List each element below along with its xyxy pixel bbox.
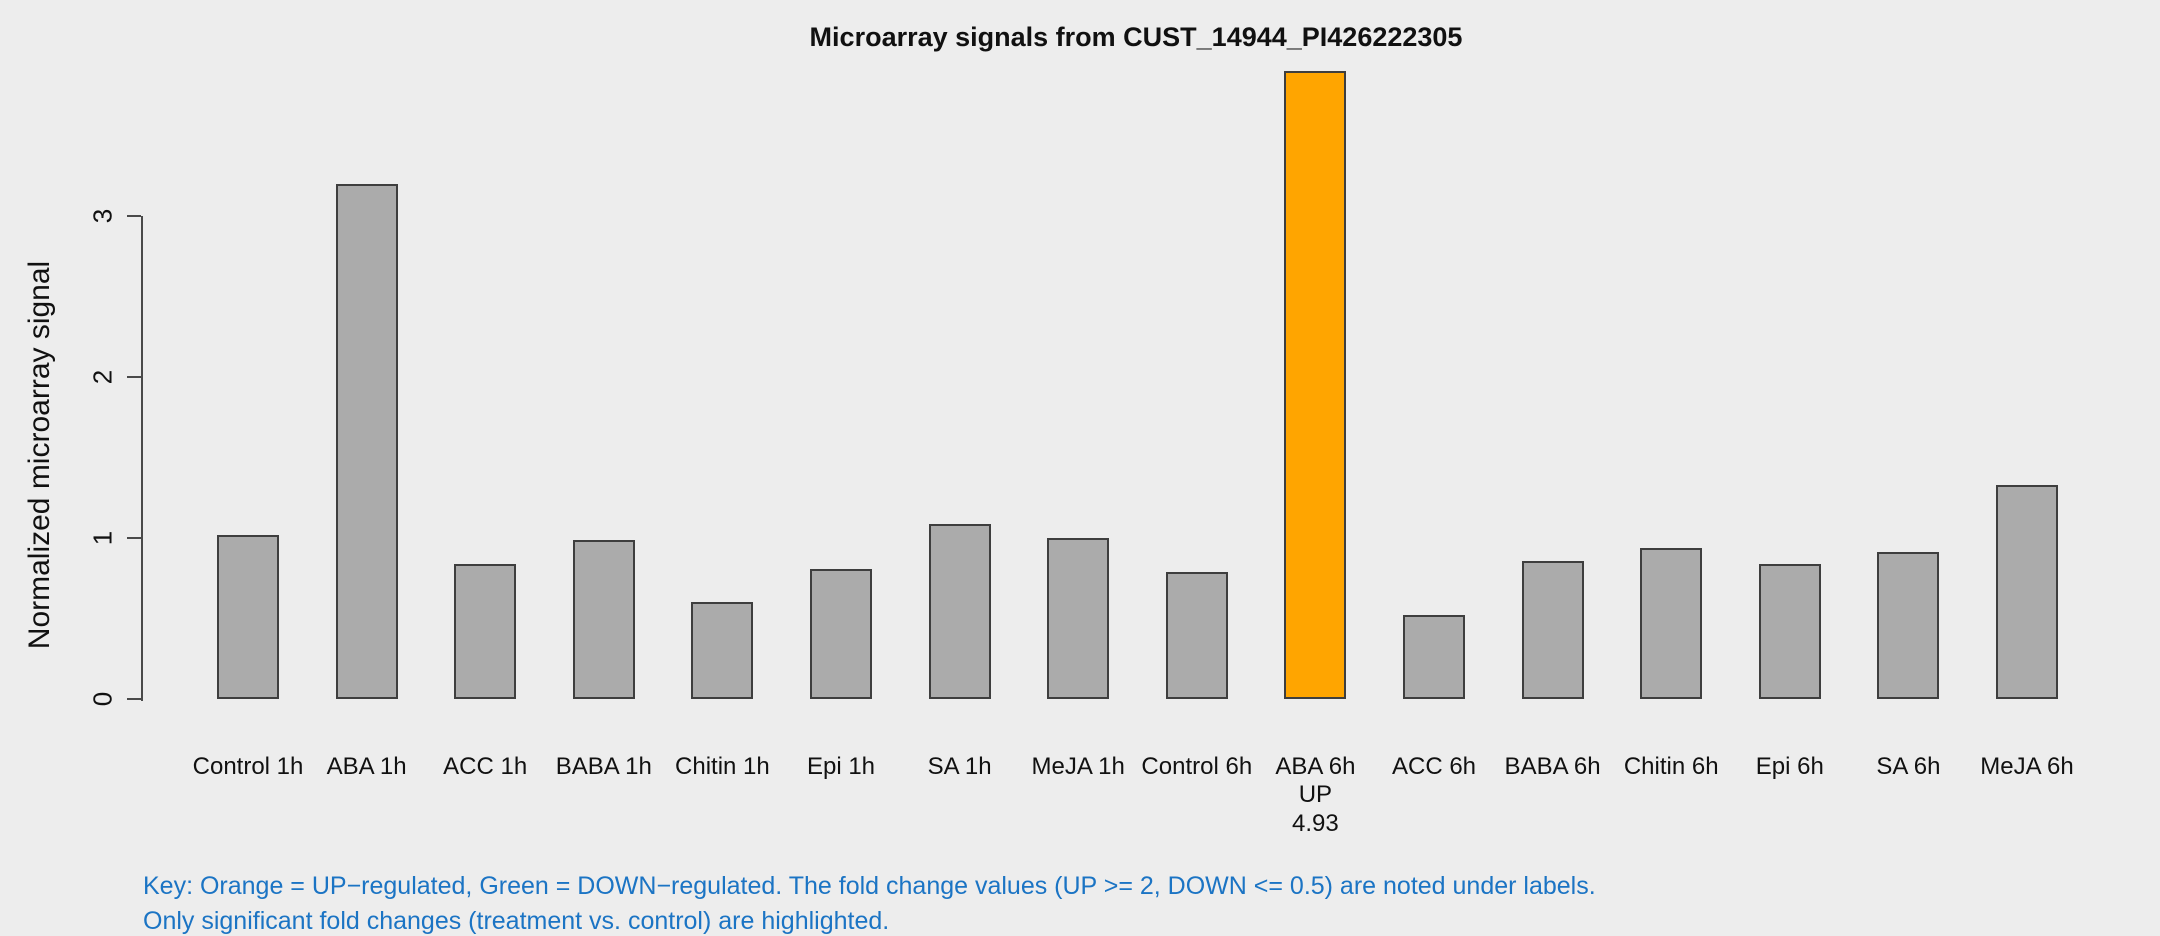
- y-axis-title: Normalized microarray signal: [23, 260, 56, 650]
- y-tick-label: 3: [87, 208, 118, 224]
- bar-acc-1h: [454, 563, 517, 699]
- y-tick: [127, 215, 141, 217]
- y-tick-label: 1: [87, 530, 118, 546]
- x-axis-label: Epi 1h: [806, 753, 876, 780]
- bar-epi-1h: [810, 568, 872, 699]
- x-axis-label: Chitin 1h: [675, 753, 770, 780]
- bar-control-1h: [217, 534, 279, 699]
- bar-baba-1h: [572, 539, 635, 699]
- fold-change-annotation: UP: [1298, 781, 1333, 808]
- bar-chitin-6h: [1640, 547, 1703, 699]
- bar-sa-6h: [1877, 552, 1940, 699]
- x-axis-label: SA 1h: [927, 753, 992, 780]
- bar-acc-6h: [1403, 615, 1465, 699]
- y-tick: [127, 537, 141, 539]
- y-tick-label: 2: [87, 369, 118, 385]
- fold-change-annotation: 4.93: [1292, 810, 1339, 837]
- key-text-line-2: Only significant fold changes (treatment…: [143, 907, 890, 935]
- bar-meja-6h: [1996, 484, 2058, 699]
- x-axis-label: ACC 1h: [443, 753, 528, 780]
- x-axis-label: MeJA 6h: [1980, 753, 2074, 780]
- x-axis-label: MeJA 1h: [1031, 753, 1125, 780]
- x-axis-label: ACC 6h: [1391, 753, 1477, 780]
- x-axis-label: ABA 1h: [326, 753, 407, 780]
- y-axis-line: [141, 216, 143, 701]
- bar-epi-6h: [1758, 563, 1821, 699]
- x-axis-label: Chitin 6h: [1623, 753, 1719, 780]
- y-tick: [127, 376, 141, 378]
- bar-aba-6h: [1284, 71, 1347, 699]
- bar-chitin-1h: [691, 602, 754, 699]
- x-axis-label: Epi 6h: [1755, 753, 1824, 780]
- bar-sa-1h: [928, 523, 991, 699]
- key-text-line-1: Key: Orange = UP−regulated, Green = DOWN…: [143, 872, 1596, 900]
- bar-aba-1h: [335, 183, 398, 699]
- y-tick-label: 0: [87, 691, 118, 707]
- x-axis-label: Control 1h: [192, 753, 304, 780]
- bar-meja-1h: [1047, 538, 1110, 699]
- chart-title: Microarray signals from CUST_14944_PI426…: [809, 22, 1463, 52]
- x-axis-label: SA 6h: [1876, 753, 1941, 780]
- x-axis-label: BABA 1h: [555, 753, 652, 780]
- bar-baba-6h: [1521, 560, 1584, 699]
- bar-control-6h: [1165, 571, 1228, 699]
- x-axis-label: ABA 6h: [1275, 753, 1356, 780]
- x-axis-label: Control 6h: [1141, 753, 1253, 780]
- x-axis-label: BABA 6h: [1504, 753, 1601, 780]
- y-tick: [127, 698, 141, 700]
